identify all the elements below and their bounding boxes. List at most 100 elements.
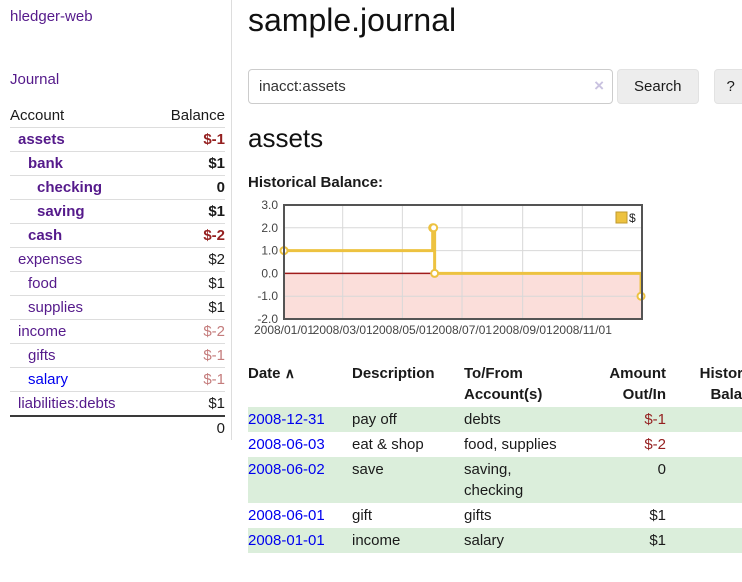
sidebar: hledger-web Journal Account Balance asse… (0, 0, 232, 440)
account-balance: $1 (208, 275, 225, 292)
sort-ascending-icon: ∧ (284, 364, 295, 381)
transaction-date-link[interactable]: 2008-01-01 (248, 531, 325, 549)
account-row: income $-2 (10, 319, 225, 344)
account-link-liabilities-debts[interactable]: liabilities:debts (18, 395, 116, 412)
transaction-amount: 0 (657, 460, 666, 478)
account-balance: $-2 (203, 323, 225, 340)
transaction-description: gift (352, 506, 373, 524)
transaction-date-link[interactable]: 2008-06-03 (248, 435, 325, 453)
transaction-amount: $1 (649, 531, 666, 549)
transaction-amount: $1 (649, 506, 666, 524)
transaction-accounts: salary (464, 531, 505, 549)
transaction-balance: $2 (666, 503, 742, 528)
account-link-saving[interactable]: saving (37, 203, 85, 220)
svg-text:$: $ (629, 211, 636, 225)
svg-text:0.0: 0.0 (261, 266, 278, 280)
account-row: cash $-2 (10, 223, 225, 248)
accounts-total-value: 0 (216, 420, 225, 437)
svg-text:3.0: 3.0 (261, 198, 278, 212)
transaction-accounts: debts (464, 410, 501, 428)
transaction-description: save (352, 460, 384, 478)
account-page-title: assets (248, 122, 324, 153)
register-row: 2008-06-03 eat & shop food, supplies $-2… (248, 432, 742, 457)
search-form: × Search ? (248, 68, 742, 104)
transaction-accounts: food, supplies (464, 435, 557, 453)
register-row: 2008-01-01 income salary $1 $1 (248, 527, 742, 553)
transaction-date-link[interactable]: 2008-06-02 (248, 460, 325, 478)
accounts-table: Account Balance assets $-1 bank $1 check… (10, 104, 225, 440)
chart-title: Historical Balance: (248, 173, 384, 191)
app-brand-link[interactable]: hledger-web (10, 8, 93, 25)
account-balance: $1 (208, 155, 225, 172)
transaction-date-link[interactable]: 2008-06-01 (248, 506, 325, 524)
transaction-description: income (352, 531, 401, 549)
page: hledger-web Journal Account Balance asse… (0, 0, 742, 553)
account-row: saving $1 (10, 199, 225, 224)
account-balance: $1 (208, 203, 225, 220)
account-row: expenses $2 (10, 247, 225, 272)
transaction-balance: $1 (666, 528, 742, 553)
svg-text:2008/05/01: 2008/05/01 (372, 323, 432, 337)
transaction-balance: 0 (666, 432, 742, 457)
register-header-balance: Historical Balance (699, 364, 742, 403)
account-row: bank $1 (10, 151, 225, 176)
register-header-amount: Amount Out/In (609, 364, 666, 403)
account-row: liabilities:debts $1 (10, 391, 225, 417)
register-row: 2008-12-31 pay off debts $-1 $-1 (248, 406, 742, 432)
accounts-header-account: Account (10, 107, 65, 124)
svg-text:-2.0: -2.0 (257, 312, 278, 326)
account-balance: $2 (208, 251, 225, 268)
account-link-food[interactable]: food (28, 275, 58, 292)
account-balance: 0 (216, 179, 225, 196)
account-link-checking[interactable]: checking (37, 179, 103, 196)
clear-search-icon[interactable]: × (594, 75, 604, 95)
accounts-header-row: Account Balance (10, 104, 225, 128)
account-link-bank[interactable]: bank (28, 155, 64, 172)
account-balance: $-1 (203, 371, 225, 388)
transaction-balance: $-1 (666, 407, 742, 432)
svg-text:2008/07/01: 2008/07/01 (432, 323, 492, 337)
register-header-accounts: To/From Account(s) (464, 364, 543, 403)
account-link-expenses[interactable]: expenses (18, 251, 83, 268)
search-input[interactable] (248, 68, 613, 104)
transaction-accounts: saving, checking (464, 460, 524, 499)
page-title: sample.journal (248, 2, 457, 38)
svg-text:2008/11/01: 2008/11/01 (553, 323, 612, 337)
account-row: gifts $-1 (10, 343, 225, 368)
accounts-total-row: 0 (10, 416, 225, 440)
svg-text:2008/03/01: 2008/03/01 (313, 323, 373, 337)
chart-canvas: 3.0 2.0 1.0 0.0 -1.0 -2.02008/01/012008/03/01… (254, 198, 646, 337)
account-balance: $-2 (203, 227, 225, 244)
search-button[interactable]: Search (617, 68, 699, 104)
help-button[interactable]: ? (713, 68, 742, 104)
account-row: assets $-1 (10, 127, 225, 152)
account-balance: $1 (208, 299, 225, 316)
register-header-description: Description (352, 364, 435, 382)
register-row: 2008-06-02 save saving, checking 0 $2 (248, 456, 742, 503)
account-balance: $-1 (203, 347, 225, 364)
account-link-cash[interactable]: cash (28, 227, 63, 244)
sidebar-item-journal[interactable]: Journal (10, 71, 60, 88)
register-header-date[interactable]: Date ∧ (248, 364, 295, 382)
transaction-date-link[interactable]: 2008-12-31 (248, 410, 325, 428)
account-link-supplies[interactable]: supplies (28, 299, 84, 316)
account-link-salary[interactable]: salary (28, 371, 69, 388)
transaction-accounts: gifts (464, 506, 492, 524)
account-link-gifts[interactable]: gifts (28, 347, 56, 364)
register-table: Date ∧ Description To/From Account(s) Am… (248, 361, 742, 553)
svg-text:-1.0: -1.0 (257, 289, 278, 303)
main-content: sample.journal × Search ? assets Histori… (232, 0, 742, 553)
accounts-header-balance: Balance (170, 107, 225, 124)
svg-text:2008/09/01: 2008/09/01 (493, 323, 553, 337)
svg-text:2.0: 2.0 (261, 220, 278, 234)
account-row: checking 0 (10, 175, 225, 200)
account-link-assets[interactable]: assets (18, 131, 65, 148)
register-row: 2008-06-01 gift gifts $1 $2 (248, 503, 742, 528)
transaction-balance: $2 (666, 457, 742, 503)
transaction-amount: $-1 (644, 410, 666, 428)
register-header-row: Date ∧ Description To/From Account(s) Am… (248, 361, 742, 407)
svg-text:2008/01/01: 2008/01/01 (254, 323, 314, 337)
account-link-income[interactable]: income (18, 323, 67, 340)
svg-text:1.0: 1.0 (261, 243, 278, 257)
transaction-amount: $-2 (644, 435, 666, 453)
